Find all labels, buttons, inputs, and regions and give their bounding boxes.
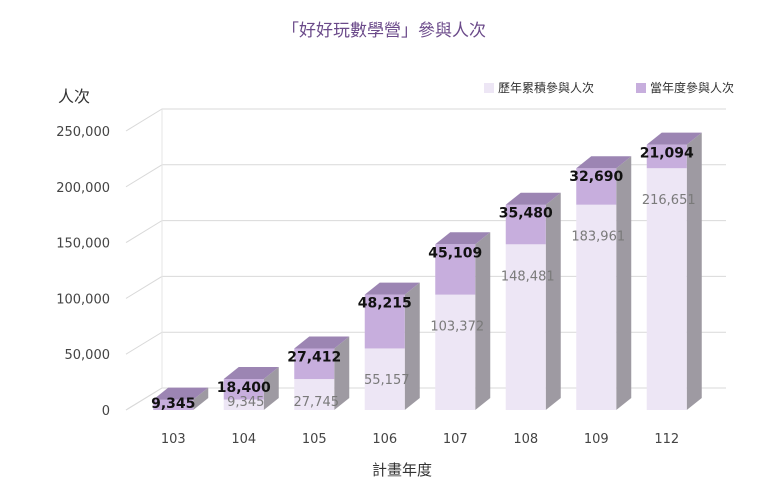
cumulative-value-label: 55,157 <box>364 373 410 388</box>
yearly-value-label: 32,690 <box>569 169 623 185</box>
x-axis-title: 計畫年度 <box>372 461 432 479</box>
bar-stack <box>435 232 491 410</box>
gridline <box>125 164 726 188</box>
cumulative-value-label: 183,961 <box>571 230 625 245</box>
gridline <box>125 108 726 132</box>
bar-cumulative <box>294 379 335 410</box>
bar-yearly <box>364 294 405 349</box>
bar-yearly <box>223 379 264 400</box>
bar-top <box>153 387 209 400</box>
y-axis-ticks: 0 50,000 100,000 150,000 200,000 250,000 <box>56 125 110 419</box>
bar-stack <box>294 336 350 410</box>
bar-yearly <box>646 144 687 169</box>
bar-top <box>576 156 632 169</box>
cumulative-value-label: 103,372 <box>430 320 484 335</box>
x-tick-label: 103 <box>161 432 186 447</box>
x-tick-label: 112 <box>654 432 679 447</box>
bar-side <box>616 156 632 410</box>
yearly-value-label: 9,345 <box>151 396 195 412</box>
y-tick-label: 150,000 <box>56 237 110 252</box>
cumulative-value-label: 9,345 <box>227 395 264 410</box>
y-tick-label: 250,000 <box>56 125 110 140</box>
chart-title: 「好好玩數學營」參與人次 <box>282 21 486 41</box>
bar-side <box>475 232 491 410</box>
bar-side <box>545 192 561 410</box>
bar-side <box>404 282 420 410</box>
yearly-value-label: 45,109 <box>428 245 482 261</box>
x-tick-label: 105 <box>302 432 327 447</box>
bar-yearly <box>505 204 546 245</box>
yearly-value-label: 21,094 <box>640 146 694 162</box>
bar-top <box>364 282 420 295</box>
x-tick-label: 106 <box>372 432 397 447</box>
gridline <box>125 275 726 299</box>
bars <box>153 132 702 410</box>
y-tick-label: 0 <box>102 404 110 419</box>
cumulative-value-label: 148,481 <box>501 269 555 284</box>
bar-stack <box>153 387 209 410</box>
bar-side <box>263 367 279 410</box>
bar-top <box>435 232 491 245</box>
data-labels: 9,34518,4009,34527,41227,74548,21555,157… <box>151 146 696 412</box>
bar-cumulative <box>364 348 405 410</box>
cumulative-value-label: 27,745 <box>294 395 340 410</box>
bar-stack <box>364 282 420 410</box>
bar-yearly <box>153 399 194 410</box>
x-tick-label: 107 <box>443 432 468 447</box>
bar-top <box>223 367 279 380</box>
bar-cumulative <box>576 204 617 410</box>
legend-label-yearly: 當年度參與人次 <box>650 80 734 95</box>
floor-edge <box>125 387 163 411</box>
bar-stack <box>646 132 702 410</box>
yearly-value-label: 35,480 <box>499 206 553 222</box>
bar-stack <box>505 192 561 410</box>
bar-cumulative <box>223 399 264 410</box>
x-tick-label: 104 <box>231 432 256 447</box>
bar-stack <box>223 367 279 410</box>
bar-side <box>193 387 209 410</box>
legend-swatch-yearly <box>636 83 646 93</box>
x-tick-label: 109 <box>584 432 609 447</box>
gridline <box>125 220 726 244</box>
legend-label-cumulative: 歷年累積參與人次 <box>498 80 594 95</box>
bar-stack <box>576 156 632 410</box>
grid <box>125 108 726 411</box>
yearly-value-label: 27,412 <box>287 349 341 365</box>
bar-cumulative <box>505 244 546 410</box>
bar-cumulative <box>435 294 476 410</box>
y-tick-label: 100,000 <box>56 292 110 307</box>
bar-side <box>686 132 702 410</box>
gridline <box>125 331 726 355</box>
bar-yearly <box>435 244 476 295</box>
x-tick-label: 108 <box>513 432 538 447</box>
bar-side <box>334 336 350 410</box>
bar-yearly <box>576 168 617 205</box>
legend-swatch-cumulative <box>484 83 494 93</box>
y-axis-title: 人次 <box>58 87 90 106</box>
bar-cumulative <box>646 168 687 410</box>
legend: 歷年累積參與人次 當年度參與人次 <box>484 80 734 95</box>
y-tick-label: 50,000 <box>65 348 111 363</box>
bar-top <box>646 132 702 145</box>
bar-yearly <box>294 348 335 380</box>
yearly-value-label: 48,215 <box>358 296 412 312</box>
x-axis-ticks: 103 104 105 106 107 108 109 112 <box>161 432 679 447</box>
yearly-value-label: 18,400 <box>217 380 271 396</box>
cumulative-value-label: 216,651 <box>642 193 696 208</box>
bar-top <box>294 336 350 349</box>
y-tick-label: 200,000 <box>56 181 110 196</box>
bar-top <box>505 192 561 205</box>
